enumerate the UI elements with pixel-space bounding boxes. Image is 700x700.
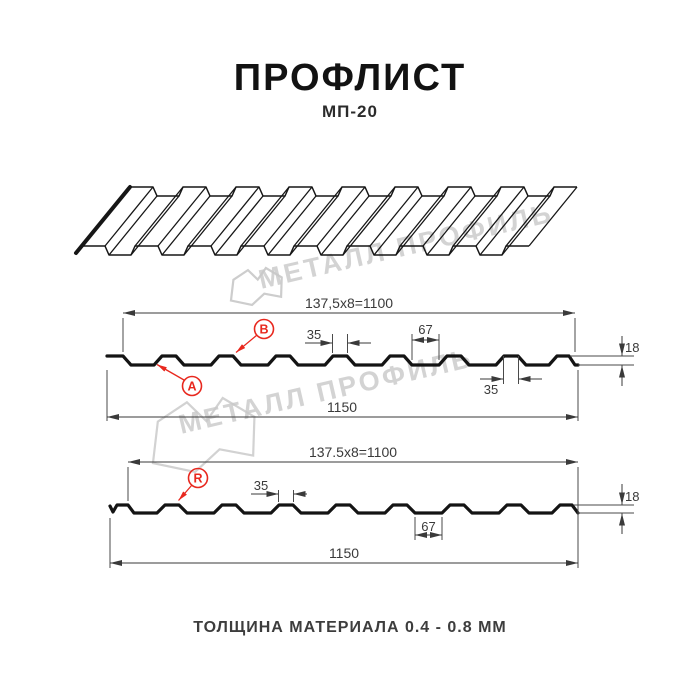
dim-height-r: 18: [625, 489, 639, 504]
dim-valley-width-r: 67: [421, 519, 435, 534]
dim-crest-width-bottom-a: 35: [484, 382, 498, 397]
dim-working-width-a: 137,5x8=1100: [305, 295, 393, 311]
dim-overall-width-r: 1150: [329, 545, 359, 561]
sheet-3d-drawing: [74, 185, 578, 256]
callout-r: R: [178, 467, 209, 501]
dim-crest-width-a: 35: [307, 327, 321, 342]
material-thickness-note: ТОЛЩИНА МАТЕРИАЛА 0.4 - 0.8 ММ: [193, 619, 507, 636]
profile-r-outline: [108, 503, 580, 515]
page-title: ПРОФЛИСТ: [233, 57, 467, 99]
section-r-dimension-lines: [110, 459, 625, 566]
dim-overall-width-a: 1150: [327, 399, 357, 415]
profile-a-outline: [105, 354, 580, 367]
callout-b-letter: B: [259, 323, 268, 337]
dim-height-a: 18: [625, 340, 639, 355]
dim-working-width-r: 137.5x8=1100: [309, 444, 397, 460]
section-a-drawing: 137,5x8=1100 1150 35 67 18 35 A B: [105, 295, 639, 421]
profile-model-subtitle: МП-20: [322, 102, 378, 121]
dim-valley-width-a: 67: [418, 322, 432, 337]
watermark-logo-top: [229, 266, 283, 307]
section-r-drawing: 137.5x8=1100 1150 35 67 18 R: [108, 444, 639, 568]
callout-b: B: [235, 318, 275, 353]
callout-a: A: [156, 363, 203, 397]
section-a-dimension-lines: [107, 310, 625, 420]
dim-crest-width-r: 35: [254, 478, 268, 493]
callout-a-letter: A: [187, 380, 196, 394]
callout-r-letter: R: [193, 472, 202, 486]
section-r-extension-lines: [109, 467, 634, 568]
